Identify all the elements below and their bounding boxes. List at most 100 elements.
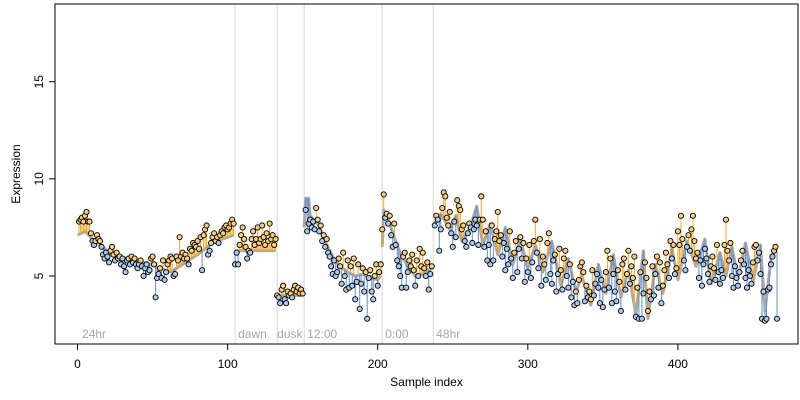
- data-point: [87, 230, 95, 237]
- data-point: [299, 290, 306, 297]
- x-axis: 0 100 200 300 400: [74, 343, 688, 371]
- data-point: [350, 255, 357, 262]
- data-point: [544, 239, 551, 247]
- data-point: [664, 261, 671, 268]
- data-point: [352, 296, 359, 303]
- data-point: [653, 253, 660, 260]
- data-point: [262, 241, 269, 248]
- data-point: [323, 236, 330, 243]
- segment-label: dusk: [277, 327, 303, 341]
- data-point: [275, 294, 282, 301]
- data-point: [230, 220, 237, 227]
- data-point: [470, 226, 477, 233]
- data-point: [108, 243, 116, 250]
- data-point: [553, 288, 560, 295]
- data-point: [565, 284, 572, 291]
- data-point: [431, 222, 438, 229]
- data-point: [337, 263, 344, 270]
- data-point: [428, 263, 435, 270]
- data-point: [448, 230, 455, 237]
- data-point: [446, 208, 453, 215]
- data-point: [493, 228, 500, 235]
- data-point: [673, 265, 680, 272]
- data-point: [355, 261, 362, 268]
- segment-label: 12:00: [307, 327, 337, 341]
- data-point: [773, 315, 781, 322]
- data-point: [733, 274, 740, 281]
- data-point: [397, 272, 404, 280]
- data-point: [620, 255, 627, 262]
- data-point: [386, 212, 393, 219]
- data-point: [277, 300, 284, 307]
- data-point: [506, 228, 513, 235]
- data-point: [451, 218, 458, 225]
- segment-label: 48hr: [436, 327, 460, 341]
- data-point: [334, 269, 341, 276]
- data-point: [416, 245, 423, 252]
- data-point: [482, 228, 489, 235]
- data-point: [497, 232, 504, 239]
- data-point: [524, 269, 531, 276]
- data-point: [194, 237, 201, 245]
- data-point: [712, 276, 719, 283]
- data-point: [475, 241, 482, 248]
- data-point: [200, 232, 207, 239]
- data-point: [634, 284, 641, 291]
- data-point: [587, 296, 594, 303]
- data-point: [391, 220, 398, 227]
- data-point: [685, 232, 692, 239]
- data-point: [176, 234, 183, 241]
- data-point: [437, 226, 444, 233]
- data-point: [668, 255, 675, 262]
- data-point: [415, 272, 422, 280]
- data-point: [574, 300, 581, 307]
- data-point: [155, 271, 162, 278]
- data-point: [713, 241, 720, 248]
- data-point: [683, 243, 690, 250]
- data-point: [626, 280, 633, 287]
- segment-annotations: 24hr dawn dusk 12:00 0:00 48hr: [82, 327, 460, 341]
- data-point: [554, 271, 561, 278]
- data-point: [515, 245, 522, 252]
- data-point: [374, 282, 381, 289]
- data-point: [463, 243, 470, 250]
- data-point: [317, 222, 324, 229]
- data-point: [527, 274, 534, 281]
- data-point: [358, 280, 365, 287]
- data-point: [233, 249, 240, 256]
- data-point: [395, 263, 402, 270]
- y-tick-label: 5: [32, 272, 46, 279]
- data-point: [184, 255, 191, 262]
- data-point: [746, 272, 754, 280]
- data-point: [220, 230, 227, 237]
- data-point: [745, 267, 752, 274]
- data-point: [535, 265, 542, 272]
- data-point: [727, 239, 734, 247]
- data-point: [487, 261, 494, 268]
- data-point: [560, 255, 567, 262]
- data-point: [461, 237, 468, 245]
- data-point: [520, 239, 527, 247]
- data-point: [385, 220, 392, 227]
- data-point: [575, 276, 582, 283]
- data-point: [605, 284, 612, 291]
- data-point: [538, 282, 545, 289]
- data-point: [592, 280, 599, 287]
- data-point: [443, 214, 450, 221]
- data-point: [514, 269, 521, 276]
- data-point: [364, 315, 371, 322]
- data-point: [718, 267, 725, 274]
- data-point: [434, 216, 441, 223]
- data-point: [748, 280, 755, 287]
- data-point: [679, 236, 686, 243]
- data-point: [652, 271, 659, 278]
- data-point: [670, 241, 677, 248]
- data-point: [377, 261, 384, 268]
- data-point: [640, 290, 647, 297]
- data-point: [211, 230, 218, 237]
- data-point: [647, 296, 654, 303]
- data-point: [593, 271, 600, 278]
- data-point: [721, 241, 728, 248]
- data-point: [638, 315, 645, 322]
- data-point: [680, 257, 687, 264]
